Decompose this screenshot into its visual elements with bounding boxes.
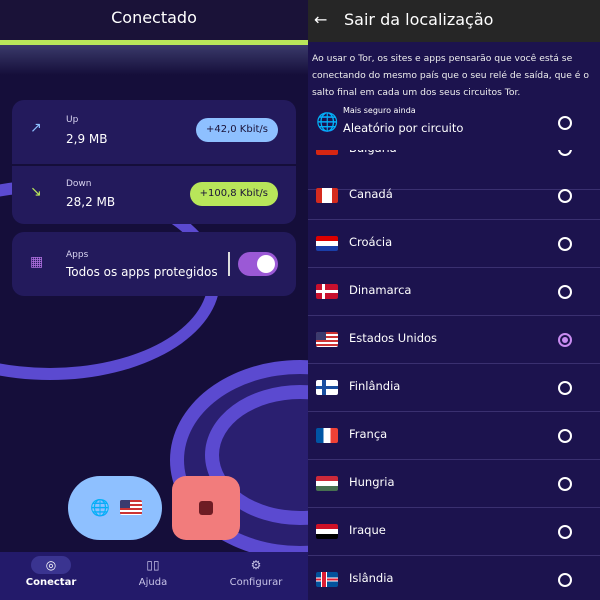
- flag-icon: [316, 524, 338, 539]
- divider: [228, 252, 230, 276]
- country-name: Finlândia: [349, 379, 401, 393]
- nav-label: Ajuda: [138, 577, 168, 588]
- exit-location-screen: ← Sair da localização Ao usar o Tor, os …: [308, 0, 600, 600]
- country-name: Estados Unidos: [349, 331, 438, 345]
- us-flag-icon: [120, 500, 142, 515]
- back-arrow-icon[interactable]: ←: [314, 10, 328, 29]
- country-name: Canadá: [349, 187, 393, 201]
- globe-icon: 🌐: [316, 112, 339, 133]
- nav-label: Conectar: [25, 577, 77, 588]
- random-label: Aleatório por circuito: [343, 121, 464, 135]
- country-row[interactable]: Hungria: [308, 460, 600, 508]
- flag-icon: [316, 236, 338, 251]
- country-row[interactable]: França: [308, 412, 600, 460]
- flag-icon: [316, 572, 338, 587]
- tor-icon: ◎: [31, 556, 71, 574]
- upload-value: 2,9 MB: [66, 132, 108, 146]
- stop-icon: [199, 501, 213, 515]
- apps-grid-icon: ▦: [30, 254, 44, 270]
- app-bar: ← Sair da localização: [308, 0, 600, 42]
- upload-rate: +42,0 Kbit/s: [195, 118, 278, 142]
- apps-toggle[interactable]: [238, 252, 278, 276]
- bottom-nav: ◎ Conectar ▯▯ Ajuda ⚙ Configurar: [0, 552, 308, 600]
- book-icon: ▯▯: [146, 558, 160, 572]
- radio-selected[interactable]: [558, 333, 572, 347]
- country-name: Croácia: [349, 235, 393, 249]
- download-card: ↘ Down 28,2 MB +100,8 Kbit/s: [12, 166, 296, 224]
- flag-icon: [316, 428, 338, 443]
- radio[interactable]: [558, 477, 572, 491]
- flag-icon: [316, 380, 338, 395]
- country-row[interactable]: Islândia: [308, 556, 600, 600]
- country-row[interactable]: Iraque: [308, 508, 600, 556]
- radio[interactable]: [558, 285, 572, 299]
- stop-button[interactable]: [172, 476, 240, 540]
- country-name: França: [349, 427, 388, 441]
- flag-icon: [316, 188, 338, 203]
- apps-label: Apps: [66, 250, 89, 260]
- nav-connect[interactable]: ◎ Conectar: [11, 556, 91, 588]
- glow: [0, 45, 308, 75]
- download-label: Down: [66, 179, 92, 189]
- country-name: Islândia: [349, 571, 394, 585]
- country-name: Hungria: [349, 475, 395, 489]
- flag-icon: [316, 332, 338, 347]
- apps-card[interactable]: ▦ Apps Todos os apps protegidos: [12, 232, 296, 296]
- location-button[interactable]: 🌐: [68, 476, 162, 540]
- download-rate: +100,8 Kbit/s: [189, 182, 278, 206]
- radio[interactable]: [558, 573, 572, 587]
- country-row[interactable]: Canadá: [308, 172, 600, 220]
- radio[interactable]: [558, 381, 572, 395]
- nav-settings[interactable]: ⚙ Configurar: [216, 556, 296, 588]
- apps-value: Todos os apps protegidos: [66, 265, 218, 279]
- flag-icon: [316, 476, 338, 491]
- radio[interactable]: [558, 429, 572, 443]
- trend-up-icon: ↗: [30, 120, 42, 136]
- upload-card: ↗ Up 2,9 MB +42,0 Kbit/s: [12, 100, 296, 164]
- radio[interactable]: [558, 116, 572, 130]
- country-name: Iraque: [349, 523, 386, 537]
- nav-label: Configurar: [229, 577, 283, 588]
- country-row[interactable]: Finlândia: [308, 364, 600, 412]
- page-title: Sair da localização: [344, 10, 494, 29]
- radio[interactable]: [558, 189, 572, 203]
- download-value: 28,2 MB: [66, 195, 116, 209]
- country-row[interactable]: Dinamarca: [308, 268, 600, 316]
- globe-icon: 🌐: [90, 498, 110, 517]
- description: Ao usar o Tor, os sites e apps pensarão …: [312, 53, 590, 98]
- nav-help[interactable]: ▯▯ Ajuda: [113, 556, 193, 588]
- upload-label: Up: [66, 115, 79, 125]
- trend-down-icon: ↘: [30, 184, 42, 200]
- random-option[interactable]: 🌐 Mais seguro ainda Aleatório por circui…: [308, 100, 600, 150]
- flag-icon: [316, 284, 338, 299]
- page-title: Conectado: [0, 0, 308, 40]
- country-name: Dinamarca: [349, 283, 412, 297]
- gear-icon: ⚙: [250, 558, 262, 572]
- status-bar: [0, 40, 308, 45]
- country-row[interactable]: Croácia: [308, 220, 600, 268]
- connection-screen: Conectado ↗ Up 2,9 MB +42,0 Kbit/s ↘ Dow…: [0, 0, 308, 600]
- random-sub: Mais seguro ainda: [343, 106, 416, 115]
- radio[interactable]: [558, 525, 572, 539]
- country-row[interactable]: Estados Unidos: [308, 316, 600, 364]
- radio[interactable]: [558, 237, 572, 251]
